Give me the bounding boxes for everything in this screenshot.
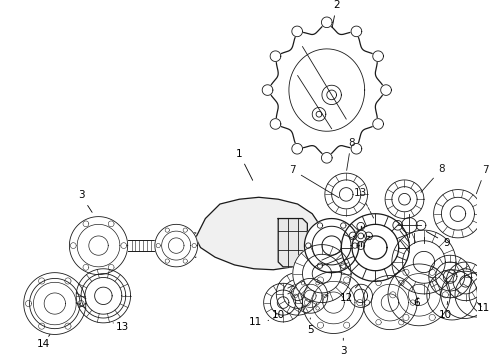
Polygon shape: [351, 143, 362, 154]
Polygon shape: [304, 219, 359, 273]
Polygon shape: [321, 153, 332, 163]
Polygon shape: [365, 232, 372, 240]
Text: 8: 8: [346, 138, 354, 170]
Text: 11: 11: [477, 303, 490, 313]
Text: 3: 3: [340, 338, 346, 356]
Polygon shape: [270, 24, 384, 156]
Polygon shape: [322, 85, 342, 104]
Polygon shape: [278, 219, 307, 267]
Polygon shape: [276, 273, 319, 315]
Polygon shape: [349, 232, 357, 240]
Polygon shape: [262, 85, 273, 95]
Polygon shape: [292, 143, 302, 154]
Polygon shape: [155, 224, 197, 267]
Text: 7: 7: [290, 165, 339, 198]
Polygon shape: [76, 269, 130, 323]
Text: 4: 4: [0, 359, 1, 360]
Polygon shape: [363, 275, 417, 330]
Polygon shape: [429, 255, 471, 298]
Text: 12: 12: [340, 284, 359, 303]
Polygon shape: [302, 272, 365, 333]
Polygon shape: [70, 217, 128, 275]
Polygon shape: [388, 264, 450, 326]
Polygon shape: [357, 242, 365, 249]
Polygon shape: [446, 262, 485, 301]
Polygon shape: [196, 197, 322, 270]
Text: 8: 8: [421, 164, 445, 192]
Polygon shape: [402, 217, 417, 233]
Polygon shape: [270, 119, 281, 129]
Polygon shape: [349, 284, 372, 307]
Text: 9: 9: [426, 231, 449, 248]
Polygon shape: [373, 51, 384, 62]
Text: 13: 13: [113, 322, 129, 332]
Polygon shape: [381, 85, 392, 95]
Polygon shape: [325, 173, 368, 216]
Polygon shape: [264, 283, 302, 322]
Polygon shape: [321, 17, 332, 28]
Text: 14: 14: [37, 334, 50, 349]
Polygon shape: [293, 245, 351, 303]
Polygon shape: [385, 180, 424, 219]
Polygon shape: [342, 214, 409, 281]
Polygon shape: [434, 190, 482, 238]
Text: 10: 10: [439, 301, 452, 320]
Polygon shape: [355, 230, 367, 242]
Polygon shape: [416, 220, 426, 230]
Polygon shape: [293, 278, 328, 313]
Text: 6: 6: [413, 297, 419, 307]
Polygon shape: [393, 220, 403, 230]
Text: 13: 13: [354, 188, 374, 219]
Polygon shape: [373, 119, 384, 129]
Polygon shape: [351, 26, 362, 37]
Text: 7: 7: [476, 165, 489, 194]
Polygon shape: [292, 26, 302, 37]
Text: 10: 10: [271, 310, 290, 320]
Polygon shape: [24, 273, 86, 334]
Text: 3: 3: [78, 190, 92, 212]
Polygon shape: [357, 222, 365, 230]
Polygon shape: [312, 107, 326, 121]
Text: 5: 5: [307, 318, 314, 335]
Text: 11: 11: [249, 317, 269, 327]
Polygon shape: [270, 51, 281, 62]
Text: 2: 2: [332, 0, 340, 28]
Polygon shape: [392, 230, 456, 294]
Text: 1: 1: [236, 149, 253, 180]
